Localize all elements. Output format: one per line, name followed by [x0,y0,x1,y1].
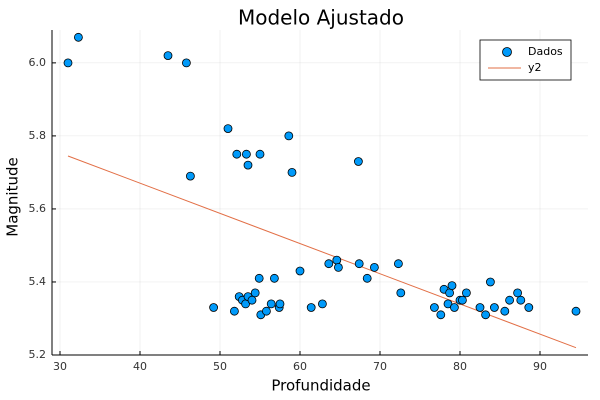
data-point [306,303,316,312]
data-point [181,58,191,68]
data-point [209,303,219,312]
data-point [516,295,526,305]
data-point [243,160,253,170]
data-point [74,32,83,42]
data-point [332,255,342,265]
legend-marker-dados [502,47,512,57]
axes: 30 40 50 60 70 80 90 5.2 5.4 5.6 5.8 6.0 [29,30,588,373]
data-point [354,259,364,269]
x-tick-label: 30 [53,360,67,373]
data-point [63,58,73,68]
data-point [393,259,403,269]
data-point [317,299,327,309]
data-point [449,303,459,312]
x-tick-label: 80 [453,360,467,373]
data-point [475,303,485,312]
data-point [232,149,242,159]
data-point [255,149,265,159]
data-point [229,306,239,316]
x-tick-label: 40 [133,360,147,373]
data-point [505,295,515,305]
data-point [489,303,499,312]
x-tick-label: 90 [533,360,547,373]
data-point [524,303,534,312]
data-point [485,277,495,287]
data-point [261,306,271,316]
y-tick-label: 5.2 [29,348,47,361]
data-point [247,295,257,305]
series-line-y2 [67,155,577,349]
x-axis-label: Profundidade [271,377,370,395]
data-point [457,295,467,305]
data-point [269,273,279,283]
data-point [362,273,372,283]
data-point [396,288,406,298]
data-point [429,303,439,312]
data-point [295,266,305,276]
x-tick-label: 50 [213,360,227,373]
data-point [275,299,285,309]
data-point [481,310,491,320]
series-layer [63,32,581,349]
data-point [324,259,334,269]
data-point [266,299,276,309]
legend-box [479,39,572,81]
data-point [447,281,457,291]
data-point [287,167,297,177]
y-tick-label: 6.0 [29,56,47,69]
data-point [445,288,455,298]
y-axis-label: Magnitude [4,157,22,236]
y-tick-label: 5.8 [29,129,47,142]
x-tick-label: 70 [373,360,387,373]
data-point [333,262,343,272]
data-point [284,131,294,141]
data-point [436,310,446,320]
x-tick-label: 60 [293,360,307,373]
data-point [461,288,471,298]
y-tick-label: 5.4 [29,275,47,288]
data-point [513,288,522,298]
legend-label-y2: y2 [528,61,542,74]
data-point [223,124,233,134]
data-point [163,51,173,60]
data-point [250,288,260,298]
data-point [254,273,264,283]
data-point [369,262,379,272]
data-point [500,306,510,316]
chart-title: Modelo Ajustado [238,6,404,30]
data-point [353,157,363,166]
data-point [185,171,195,181]
legend: Dados y2 [479,39,572,81]
legend-label-dados: Dados [528,45,563,58]
data-point [571,306,581,316]
data-point [241,149,251,159]
y-tick-label: 5.6 [29,202,47,215]
